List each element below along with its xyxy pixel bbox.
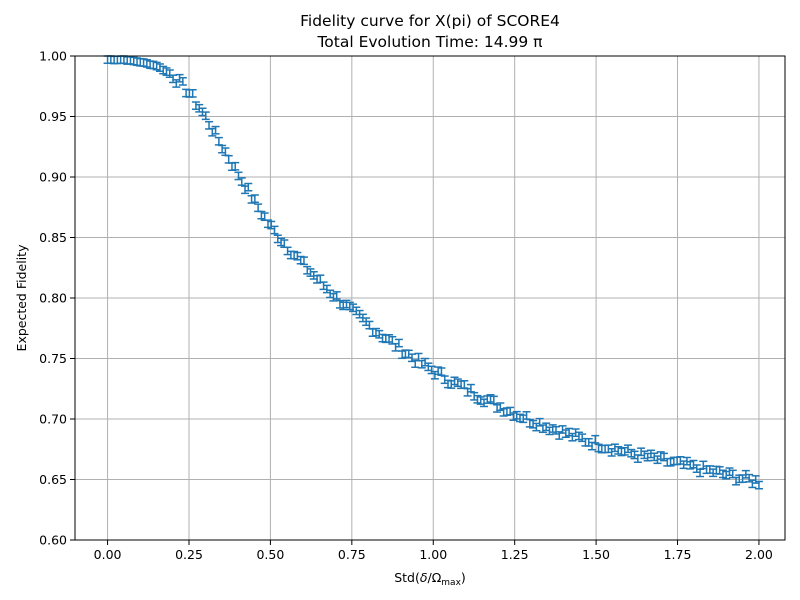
data-point xyxy=(250,194,259,204)
data-point xyxy=(437,367,446,377)
x-tick-label: 0.75 xyxy=(338,547,366,562)
grid-lines xyxy=(75,55,785,541)
y-tick-label: 1.00 xyxy=(39,49,67,64)
data-point xyxy=(299,256,308,266)
data-point xyxy=(591,434,600,444)
chart-title-line2: Total Evolution Time: 14.99 π xyxy=(316,33,542,51)
y-tick-label: 0.75 xyxy=(39,351,67,366)
data-point xyxy=(244,182,253,192)
x-tick-label: 0.00 xyxy=(94,547,122,562)
x-axis-label-delta: δ xyxy=(420,570,428,585)
data-point xyxy=(270,225,279,235)
x-axis-label-suffix: ) xyxy=(461,570,466,585)
data-point xyxy=(231,161,240,171)
x-tick-label: 1.50 xyxy=(582,547,610,562)
x-tick-label: 1.00 xyxy=(419,547,447,562)
data-point xyxy=(211,125,220,135)
x-tick-label: 0.25 xyxy=(175,547,203,562)
chart-title-line1: Fidelity curve for X(pi) of SCORE4 xyxy=(300,12,560,30)
data-point xyxy=(214,136,223,146)
data-point xyxy=(394,338,403,348)
x-axis-label-slash: /Ω xyxy=(428,570,442,585)
y-tick-label: 0.70 xyxy=(39,412,67,427)
y-tick-label: 0.60 xyxy=(39,533,67,548)
x-axis-label-sub: max xyxy=(441,578,461,588)
y-tick-label: 0.80 xyxy=(39,291,67,306)
x-axis-label-prefix: Std( xyxy=(394,570,420,585)
y-axis-label: Expected Fidelity xyxy=(14,244,29,352)
y-tick-label: 0.85 xyxy=(39,230,67,245)
y-tick-label: 0.90 xyxy=(39,170,67,185)
data-point xyxy=(237,177,246,186)
y-tick-label: 0.65 xyxy=(39,472,67,487)
data-point xyxy=(188,88,197,98)
data-point xyxy=(466,383,475,393)
x-axis-label: Std(δ/Ωmax) xyxy=(394,570,466,588)
data-point xyxy=(201,111,210,121)
x-tick-label: 1.25 xyxy=(501,547,529,562)
x-tick-label: 0.50 xyxy=(256,547,284,562)
data-point xyxy=(332,291,341,300)
y-tick-label: 0.95 xyxy=(39,109,67,124)
x-axis-ticks: 0.00 0.25 0.50 0.75 1.00 1.25 1.50 1.75 2.00 xyxy=(94,540,773,562)
data-point xyxy=(254,203,263,213)
x-tick-label: 2.00 xyxy=(745,547,773,562)
y-axis-ticks: 0.60 0.65 0.70 0.75 0.80 0.85 0.90 0.95 1.00 xyxy=(39,49,75,548)
data-point xyxy=(754,480,763,490)
data-point xyxy=(178,76,187,86)
x-tick-label: 1.75 xyxy=(664,547,692,562)
